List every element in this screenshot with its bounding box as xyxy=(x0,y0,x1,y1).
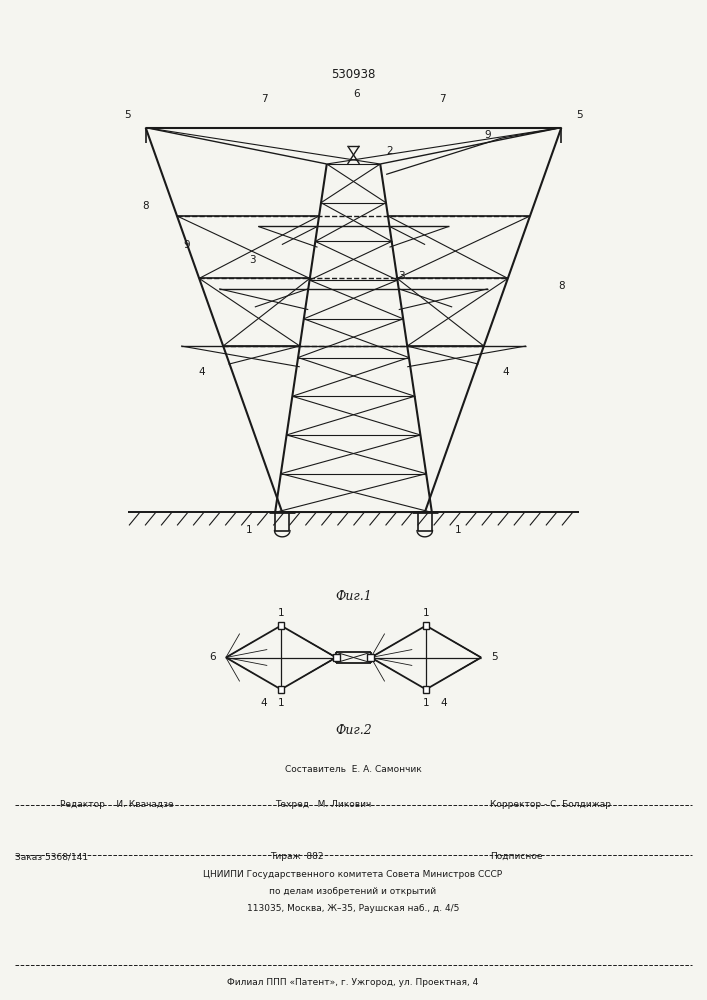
Text: 5: 5 xyxy=(576,110,583,120)
Text: Техред   М. Ликович: Техред М. Ликович xyxy=(275,800,371,809)
Text: 1: 1 xyxy=(423,698,429,708)
Text: 4: 4 xyxy=(440,698,447,708)
Text: 8: 8 xyxy=(559,281,565,291)
Text: 113035, Москва, Ж–35, Раушская наб., д. 4/5: 113035, Москва, Ж–35, Раушская наб., д. … xyxy=(247,904,459,913)
Text: 9: 9 xyxy=(484,130,491,140)
Text: 8: 8 xyxy=(142,201,148,211)
Text: 5: 5 xyxy=(491,652,498,662)
Bar xyxy=(278,622,284,629)
Text: Корректор - С. Болдижар: Корректор - С. Болдижар xyxy=(490,800,611,809)
Text: 4: 4 xyxy=(199,367,205,377)
Text: 3: 3 xyxy=(249,255,255,265)
Text: 9: 9 xyxy=(184,240,190,250)
Text: Фиг.2: Фиг.2 xyxy=(335,724,372,737)
Text: по делам изобретений и открытий: по делам изобретений и открытий xyxy=(269,887,436,896)
Text: Филиал ППП «Патент», г. Ужгород, ул. Проектная, 4: Филиал ППП «Патент», г. Ужгород, ул. Про… xyxy=(228,978,479,987)
Text: 3: 3 xyxy=(398,271,404,281)
Text: 530938: 530938 xyxy=(332,68,375,81)
Bar xyxy=(332,654,339,661)
Text: 1: 1 xyxy=(423,608,429,618)
Text: 1: 1 xyxy=(278,698,284,708)
Bar xyxy=(368,654,375,661)
Text: 4: 4 xyxy=(260,698,267,708)
Text: Подписное: Подписное xyxy=(490,852,542,861)
Text: 4: 4 xyxy=(502,367,508,377)
Text: 7: 7 xyxy=(261,94,268,104)
Text: 5: 5 xyxy=(124,110,131,120)
Bar xyxy=(423,686,429,693)
Text: 7: 7 xyxy=(439,94,446,104)
Text: 1: 1 xyxy=(246,525,252,535)
Text: 1: 1 xyxy=(278,608,284,618)
Text: 6: 6 xyxy=(354,89,360,99)
Text: 1: 1 xyxy=(455,525,461,535)
Bar xyxy=(278,686,284,693)
Text: Заказ 5368/141: Заказ 5368/141 xyxy=(15,852,88,861)
Text: Составитель  Е. А. Самончик: Составитель Е. А. Самончик xyxy=(285,765,421,774)
Text: 6: 6 xyxy=(209,652,216,662)
Text: Фиг.1: Фиг.1 xyxy=(335,590,372,603)
Text: Тираж  882: Тираж 882 xyxy=(270,852,324,861)
Bar xyxy=(423,622,429,629)
Text: 2: 2 xyxy=(386,146,393,156)
Text: ЦНИИПИ Государственного комитета Совета Министров СССР: ЦНИИПИ Государственного комитета Совета … xyxy=(204,870,503,879)
Text: Редактор    И. Квачадзе: Редактор И. Квачадзе xyxy=(60,800,174,809)
